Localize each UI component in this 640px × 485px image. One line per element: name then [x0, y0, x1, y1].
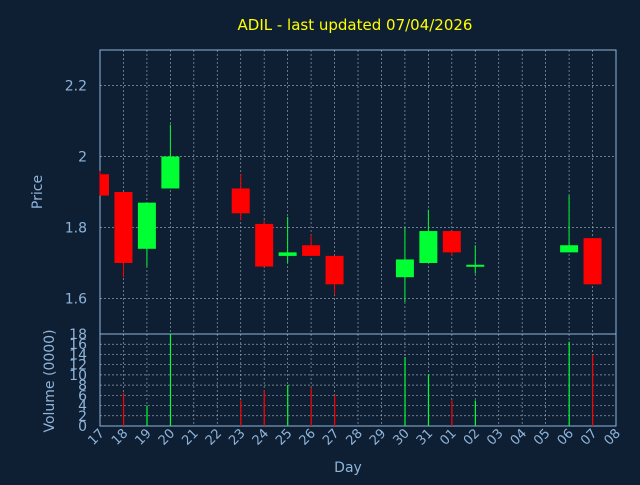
volume-tick-label: 10	[69, 368, 87, 384]
plot-layer: 17 18 19 20 21 22 23 24 25 26 27 28 29 30 31 01 02 03 04 05…	[65, 49, 624, 449]
x-tick-label: 04	[508, 426, 530, 448]
candle-body	[161, 156, 180, 189]
x-tick-label: 26	[297, 426, 319, 448]
x-tick-label: 27	[320, 426, 342, 448]
volume-tick-label: 18	[69, 327, 87, 343]
candle-body	[137, 202, 156, 249]
volume-bar	[427, 374, 430, 426]
candle-body	[395, 259, 414, 278]
day-axis-label: Day	[334, 460, 362, 476]
candle-body	[325, 255, 344, 285]
volume-bar	[240, 400, 242, 426]
x-tick-label: 28	[344, 426, 366, 448]
price-tick-label: 2.2	[65, 79, 87, 95]
volume-bar	[263, 390, 265, 426]
x-tick-label: 22	[203, 426, 225, 448]
x-tick-label: 19	[132, 426, 154, 448]
x-tick-label: 07	[578, 426, 600, 448]
volume-bar	[287, 385, 289, 426]
volume-tick-label: 14	[69, 347, 87, 363]
x-tick-label: 21	[179, 426, 201, 448]
volume-tick-label: 12	[69, 358, 87, 374]
volume-bar	[169, 334, 172, 426]
x-tick-label: 30	[390, 426, 412, 448]
chart-title: ADIL - last updated 07/04/2026	[238, 16, 473, 34]
x-tick-label: 23	[226, 426, 248, 448]
price-tick-label: 1.6	[65, 292, 87, 308]
volume-bar	[146, 405, 148, 426]
x-tick-label: 02	[461, 426, 483, 448]
candle-body	[583, 238, 602, 285]
x-tick-label: 01	[437, 426, 459, 448]
volume-axis-label: Volume (0000)	[42, 329, 58, 432]
volume-tick-label: 4	[78, 399, 87, 415]
candle-body	[560, 245, 579, 253]
candle-body	[231, 188, 250, 214]
x-tick-label: 25	[273, 426, 295, 448]
volume-tick-label: 16	[69, 337, 87, 353]
x-tick-label: 06	[555, 426, 577, 448]
volume-tick-label: 2	[78, 409, 87, 425]
price-tick-label: 1.8	[65, 221, 87, 237]
candle-body	[278, 252, 297, 256]
volume-bar	[122, 392, 125, 426]
volume-bar	[474, 400, 476, 426]
volume-bar	[334, 395, 336, 426]
volume-bar	[310, 387, 312, 426]
volume-bar	[451, 400, 453, 426]
volume-bar	[592, 354, 594, 426]
volume-bar	[568, 341, 570, 426]
x-tick-label: 17	[86, 426, 108, 448]
x-tick-label: 20	[156, 426, 178, 448]
price-tick-label: 2	[78, 150, 87, 166]
x-tick-label: 05	[531, 426, 553, 448]
candle-body	[114, 192, 133, 263]
candle-body	[419, 231, 438, 263]
x-tick-label: 31	[414, 426, 436, 448]
x-tick-label: 03	[484, 426, 506, 448]
volume-tick-label: 8	[78, 378, 87, 394]
candle-body	[255, 223, 274, 267]
x-tick-label: 24	[250, 426, 272, 448]
x-tick-label: 29	[367, 426, 389, 448]
x-tick-label: 08	[602, 426, 624, 448]
candle-body	[442, 231, 461, 253]
candle-body	[302, 245, 321, 256]
price-axis-label: Price	[30, 175, 46, 209]
candle-body	[100, 174, 109, 196]
volume-bar	[404, 357, 406, 426]
x-tick-label: 18	[109, 426, 131, 448]
volume-tick-label: 0	[78, 419, 87, 435]
volume-tick-label: 6	[78, 388, 87, 404]
candle-body	[466, 264, 485, 267]
